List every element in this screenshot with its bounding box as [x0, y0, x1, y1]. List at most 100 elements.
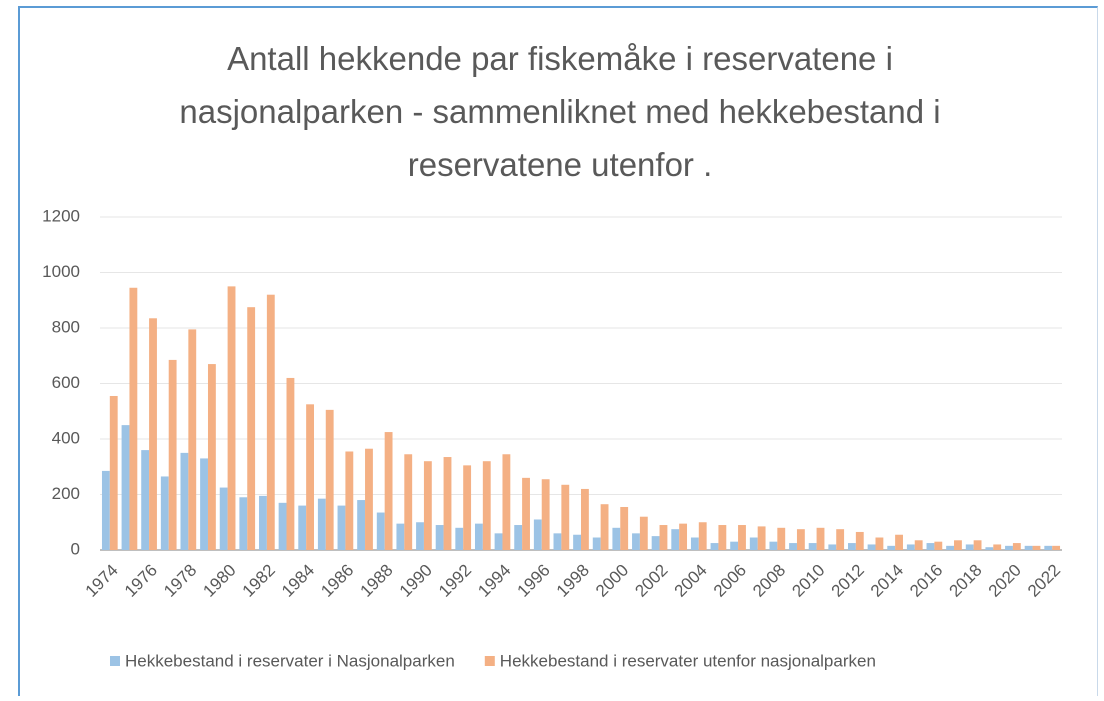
bar	[651, 536, 660, 550]
x-tick-label: 1998	[553, 561, 593, 601]
x-tick-label: 2010	[788, 561, 828, 601]
bar	[168, 359, 177, 550]
bar	[808, 543, 817, 550]
bar	[474, 523, 483, 550]
x-tick-label: 1980	[199, 561, 239, 601]
bar	[345, 451, 354, 550]
bar	[435, 525, 444, 550]
x-tick-label: 2014	[867, 561, 907, 601]
bar	[612, 527, 621, 550]
bar	[848, 543, 856, 550]
x-tick-label: 2000	[592, 561, 632, 601]
bar	[1024, 545, 1033, 550]
bar	[887, 545, 896, 550]
bar	[926, 543, 935, 550]
bar	[690, 537, 699, 550]
x-tick-label: 2004	[671, 561, 711, 601]
bar	[306, 404, 314, 550]
x-tick-label: 1974	[82, 561, 122, 601]
bar	[965, 544, 974, 550]
bar	[1044, 545, 1053, 550]
bar	[396, 523, 405, 550]
bar	[1005, 545, 1013, 550]
bar	[188, 329, 197, 550]
bar	[777, 527, 786, 550]
y-tick-label: 0	[71, 539, 80, 558]
bar	[836, 529, 845, 550]
bar	[219, 487, 228, 550]
bar	[266, 294, 275, 550]
bar	[482, 461, 491, 550]
bar	[494, 533, 503, 550]
bar	[1032, 545, 1041, 550]
x-tick-label: 1994	[474, 561, 514, 601]
bar	[463, 465, 472, 550]
bar	[200, 458, 208, 550]
x-tick-label: 1986	[317, 561, 357, 601]
bar	[867, 544, 876, 550]
bar	[416, 522, 424, 550]
y-tick-label: 800	[52, 317, 80, 336]
bar	[679, 523, 688, 550]
bar	[738, 525, 746, 550]
y-tick-label: 200	[52, 484, 80, 503]
bar	[357, 500, 366, 550]
x-tick-label: 2022	[1024, 561, 1064, 601]
bar	[522, 477, 530, 550]
bar	[404, 454, 413, 550]
bar	[207, 364, 216, 550]
x-tick-label: 1992	[435, 561, 475, 601]
bar	[227, 286, 236, 550]
bar	[278, 502, 287, 550]
bar	[376, 512, 385, 550]
y-tick-label: 1000	[42, 262, 80, 281]
x-tick-label: 1982	[239, 561, 279, 601]
x-tick-label: 1996	[514, 561, 554, 601]
bar	[710, 543, 719, 550]
bar	[816, 527, 825, 550]
y-tick-label: 400	[52, 428, 80, 447]
bar	[541, 479, 550, 550]
bar	[502, 454, 511, 550]
bar	[325, 409, 334, 550]
bar	[659, 525, 668, 550]
bar	[573, 534, 581, 550]
x-tick-label: 1976	[121, 561, 161, 601]
bar	[718, 525, 727, 550]
bar	[757, 526, 766, 550]
bar	[180, 452, 189, 550]
bar	[121, 425, 130, 550]
bar	[973, 540, 982, 550]
bar	[160, 476, 169, 550]
bar	[985, 547, 994, 550]
bar	[259, 495, 267, 550]
bar	[455, 527, 464, 550]
bar	[149, 318, 157, 550]
bar	[730, 541, 739, 550]
bar	[749, 537, 758, 550]
bar	[632, 533, 640, 550]
x-tick-label: 2018	[945, 561, 985, 601]
legend-marker	[110, 656, 120, 666]
bar	[109, 395, 118, 550]
x-tick-label: 2002	[631, 561, 671, 601]
bar	[141, 450, 150, 550]
bar	[286, 377, 295, 550]
bar	[769, 541, 778, 550]
x-tick-label: 2016	[906, 561, 946, 601]
bar	[828, 544, 837, 550]
bar	[620, 506, 629, 550]
x-tick-label: 2006	[710, 561, 750, 601]
bar	[639, 516, 648, 550]
bar	[914, 540, 923, 550]
bar	[954, 540, 962, 550]
bar	[561, 484, 570, 550]
x-tick-label: 2012	[828, 561, 868, 601]
bar	[581, 488, 589, 550]
bar	[934, 541, 943, 550]
chart-frame	[18, 6, 1098, 696]
bar	[533, 519, 542, 550]
bar	[875, 537, 884, 550]
